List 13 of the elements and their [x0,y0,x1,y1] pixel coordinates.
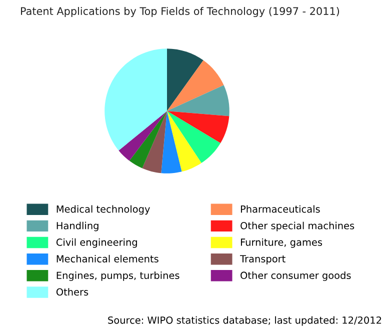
legend-label: Civil engineering [56,238,137,248]
legend-label: Furniture, games [240,238,322,248]
legend-label: Transport [240,255,286,264]
legend-label: Other special machines [240,222,354,232]
legend-label: Mechanical elements [56,254,158,262]
legend-label: Pharmaceuticals [240,205,320,213]
legend-label: Others [56,288,88,296]
legend-label: Other consumer goods [240,272,351,281]
legend-label: Handling [56,222,98,232]
source-note: Source: WIPO statistics database; last updated: 12/2012 [108,316,382,326]
legend-label: Medical technology [56,205,150,215]
legend-label: Engines, pumps, turbines [56,272,180,281]
chart-title: Patent Applications by Top Fields of Technology (1997 - 2011) [21,6,340,18]
